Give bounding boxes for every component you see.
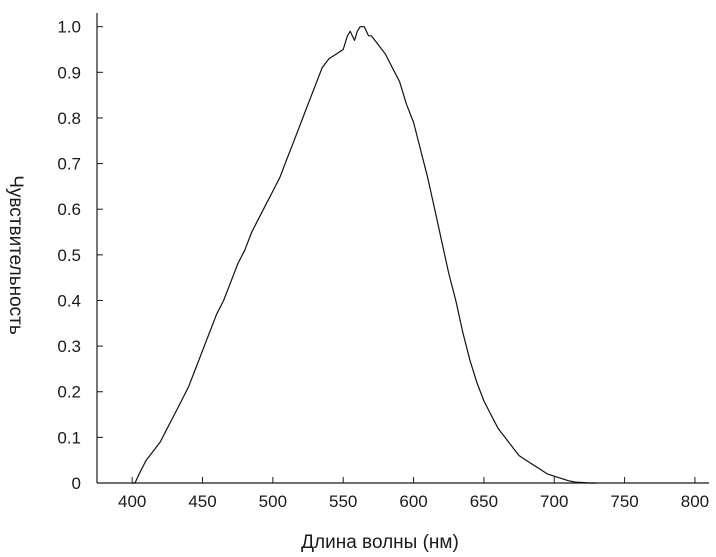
x-tick-label: 800	[681, 492, 709, 511]
x-tick-label: 450	[188, 492, 216, 511]
x-tick-label: 600	[399, 492, 427, 511]
y-tick-label: 0.1	[57, 428, 81, 447]
y-tick-label: 0.2	[57, 383, 81, 402]
y-tick-label: 1.0	[57, 18, 81, 37]
y-tick-label: 0.9	[57, 63, 81, 82]
y-tick-label: 0.8	[57, 109, 81, 128]
y-tick-label: 0.4	[57, 291, 81, 310]
y-tick-label: 0.5	[57, 246, 81, 265]
y-tick-label: 0	[72, 474, 81, 493]
x-tick-label: 650	[470, 492, 498, 511]
x-tick-label: 500	[259, 492, 287, 511]
y-tick-label: 0.3	[57, 337, 81, 356]
y-tick-label: 0.6	[57, 200, 81, 219]
x-tick-label: 550	[329, 492, 357, 511]
chart-series	[132, 26, 597, 484]
sensitivity-curve	[132, 26, 597, 484]
x-axis-label: Длина волны (нм)	[301, 532, 459, 553]
x-tick-label: 400	[118, 492, 146, 511]
x-tick-label: 700	[540, 492, 568, 511]
y-axis-label: Чувствительность	[5, 175, 26, 335]
y-tick-label: 0.7	[57, 155, 81, 174]
chart-axes	[96, 13, 709, 484]
x-tick-label: 750	[610, 492, 638, 511]
x-axis-ticks: 400 450 500 550 600 650 700 750 800	[118, 477, 709, 511]
y-axis-ticks: 0 0.1 0.2 0.3 0.4 0.5 0.6 0.7 0.8 0.9 1.0	[57, 18, 103, 493]
